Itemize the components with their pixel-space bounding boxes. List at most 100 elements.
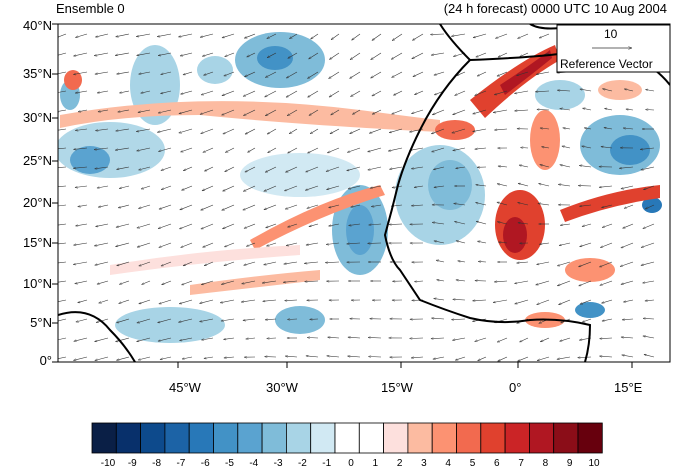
wind-vector <box>285 166 298 173</box>
wind-vector <box>157 128 172 132</box>
wind-vector <box>183 71 193 75</box>
colorbar <box>91 422 603 454</box>
wind-vector <box>452 128 466 133</box>
wind-vector <box>411 205 424 206</box>
wind-vector <box>350 128 361 134</box>
wind-vector <box>557 261 571 266</box>
colorbar-label: -10 <box>100 458 116 469</box>
wind-vector <box>158 337 172 341</box>
wind-vector <box>180 204 193 211</box>
wind-vector <box>285 356 298 357</box>
wind-vector <box>621 280 634 284</box>
wind-vector <box>179 109 193 114</box>
wind-vector <box>559 242 571 246</box>
wind-vector <box>141 185 151 189</box>
wind-vector <box>494 90 508 95</box>
wind-vector <box>181 90 193 94</box>
colorbar-swatch <box>407 422 433 454</box>
wind-vector <box>539 242 550 244</box>
wind-vector <box>142 280 151 285</box>
wind-vector <box>456 280 466 281</box>
wind-vector <box>520 148 529 149</box>
wind-vector <box>331 33 340 40</box>
wind-vector <box>477 241 487 244</box>
colorbar-swatch <box>504 422 530 454</box>
wind-vector <box>202 185 214 192</box>
wind-vector <box>58 109 67 112</box>
wind-vector <box>78 299 88 303</box>
wind-vector <box>579 280 592 287</box>
wind-vector <box>557 90 571 91</box>
colorbar-swatch <box>431 422 457 454</box>
wind-vector <box>97 90 109 93</box>
wind-vector <box>478 356 487 361</box>
wind-vector <box>643 185 655 190</box>
wind-vector <box>75 280 88 284</box>
lat-label-35n: 35°N <box>22 66 52 81</box>
wind-vector <box>268 147 277 154</box>
wind-vector <box>477 71 487 77</box>
wind-vector <box>472 300 487 301</box>
wind-vector <box>350 71 361 79</box>
wind-vector <box>451 319 466 320</box>
wind-vector <box>73 356 88 360</box>
wind-vector <box>243 90 256 97</box>
wind-vector <box>225 166 235 172</box>
reference-vector-magnitude: 10 <box>604 27 618 41</box>
wind-vector <box>562 146 571 149</box>
wind-vector <box>600 280 613 285</box>
wind-vector <box>602 318 613 321</box>
colorbar-swatch <box>237 422 263 454</box>
colorbar-label: -7 <box>176 458 186 469</box>
colorbar-label: 6 <box>494 458 500 469</box>
wind-vector <box>349 223 361 226</box>
wind-vector <box>117 71 130 74</box>
wind-vector <box>181 242 193 248</box>
wind-vector <box>434 298 445 301</box>
wind-vector <box>241 299 256 302</box>
wind-vector <box>58 128 67 131</box>
wind-vector <box>200 33 214 37</box>
wind-vector <box>222 33 235 38</box>
wind-vector <box>244 71 256 78</box>
wind-vector <box>223 185 235 192</box>
wind-vector <box>204 166 214 172</box>
lat-label-30n: 30°N <box>22 110 52 125</box>
wind-vector <box>75 185 88 188</box>
colorbar-label: 5 <box>469 458 476 469</box>
wind-vector <box>437 280 445 281</box>
wind-vector <box>265 319 277 320</box>
wind-vector <box>141 90 151 93</box>
wind-vector <box>183 166 193 171</box>
wind-vector <box>203 147 214 153</box>
wind-vector <box>136 128 151 132</box>
lat-label-20n: 20°N <box>22 195 52 210</box>
wind-vector <box>306 166 319 173</box>
wind-vector <box>222 90 235 96</box>
wind-vector <box>201 204 214 211</box>
wind-vector <box>58 299 67 302</box>
colorbar-swatch <box>261 422 287 454</box>
wind-vector <box>267 33 277 39</box>
wind-vector <box>560 109 571 111</box>
wind-vector <box>350 52 361 60</box>
wind-vector <box>119 299 130 304</box>
wind-vector <box>179 223 193 230</box>
wind-vector <box>58 261 67 264</box>
wind-vector <box>137 52 151 55</box>
wind-vector <box>475 90 487 96</box>
wind-vector <box>266 242 277 246</box>
wind-vector <box>201 280 214 285</box>
wind-vector <box>516 71 529 76</box>
colorbar-swatch <box>358 422 384 454</box>
wind-vector <box>58 185 67 187</box>
colorbar-label: 10 <box>588 458 600 469</box>
wind-vector <box>498 52 508 58</box>
wind-vector <box>414 185 424 187</box>
wind-vector <box>560 165 571 168</box>
wind-vector <box>478 261 487 262</box>
wind-vector <box>266 223 277 228</box>
wind-vector <box>368 337 382 338</box>
wind-vector <box>287 319 298 320</box>
wind-vector <box>247 147 256 153</box>
